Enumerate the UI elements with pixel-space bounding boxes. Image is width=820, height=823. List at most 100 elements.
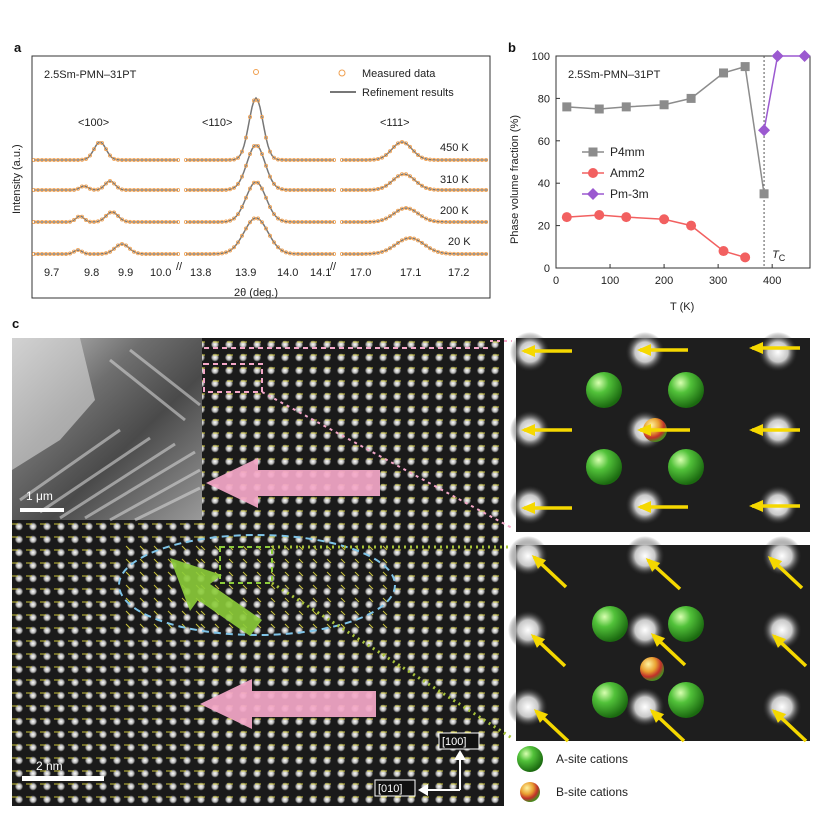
- measured-point: [211, 158, 216, 163]
- measured-point: [235, 155, 240, 160]
- measured-point: [255, 98, 260, 103]
- measured-point: [331, 251, 336, 256]
- measured-point: [359, 251, 364, 256]
- measured-point: [475, 219, 480, 224]
- a-site-cation: [592, 606, 628, 642]
- measured-point: [163, 219, 168, 224]
- panel-a-letter: a: [14, 40, 22, 55]
- data-point: [594, 104, 604, 114]
- measured-point: [279, 187, 284, 192]
- measured-point: [395, 208, 400, 213]
- measured-point: [439, 187, 444, 192]
- measured-point: [199, 251, 204, 256]
- measured-point: [331, 219, 336, 224]
- measured-point: [299, 187, 304, 192]
- measured-point: [255, 144, 260, 149]
- xtick-9-7: 9.7: [44, 267, 59, 279]
- data-point: [562, 102, 572, 112]
- measured-point: [171, 187, 176, 192]
- measured-point: [231, 185, 236, 190]
- xtick-9-8: 9.8: [84, 267, 99, 279]
- measured-point: [100, 217, 105, 222]
- measured-point: [471, 158, 476, 163]
- chart-frame: [555, 55, 811, 269]
- measured-point: [191, 251, 196, 256]
- measured-point: [467, 158, 472, 163]
- measured-point: [391, 177, 396, 182]
- refinement-curve: [34, 243, 178, 255]
- measured-point: [36, 158, 41, 163]
- measured-point: [423, 156, 428, 161]
- measured-point: [411, 149, 416, 154]
- measured-point: [72, 187, 77, 192]
- polarization-arrowhead: [771, 633, 787, 648]
- data-point: [621, 212, 632, 223]
- polarization-arrowhead: [637, 344, 651, 356]
- xtick-13-8: 13.8: [190, 267, 211, 279]
- measured-point: [447, 187, 452, 192]
- measured-point: [143, 251, 148, 256]
- xtick-9-9: 9.9: [118, 267, 133, 279]
- measured-point: [243, 226, 248, 231]
- x-tick-label: 300: [709, 275, 727, 287]
- measured-point: [451, 251, 456, 256]
- measured-point: [112, 246, 117, 251]
- measured-point: [379, 155, 384, 160]
- polarization-arrowhead: [521, 502, 535, 514]
- measured-point: [135, 219, 140, 224]
- panel-b-sample-label: 2.5Sm-PMN–31PT: [568, 69, 661, 81]
- measured-point: [235, 212, 240, 217]
- measured-point: [251, 144, 256, 149]
- polarization-arrowhead: [771, 708, 787, 723]
- measured-point: [443, 157, 448, 162]
- measured-point: [259, 115, 264, 120]
- measured-point: [247, 151, 252, 156]
- measured-point: [227, 248, 232, 253]
- measured-point: [399, 172, 404, 177]
- measured-point: [455, 187, 460, 192]
- measured-point: [171, 158, 176, 163]
- measured-point: [72, 157, 77, 162]
- axis-break-1: [178, 57, 186, 297]
- data-point: [759, 189, 769, 199]
- measured-point: [347, 157, 352, 162]
- measured-point: [219, 157, 224, 162]
- measured-point: [195, 251, 200, 256]
- measured-point: [60, 187, 65, 192]
- measured-point: [167, 187, 172, 192]
- y-tick-label: 0: [544, 263, 550, 275]
- pink-selection-box: [203, 363, 263, 393]
- measured-point: [483, 219, 488, 224]
- measured-point: [383, 183, 388, 188]
- measured-point: [151, 251, 156, 256]
- measured-point: [139, 158, 144, 163]
- measured-point: [303, 219, 308, 224]
- measured-point: [447, 251, 452, 256]
- measured-point: [379, 218, 384, 223]
- measured-point: [315, 187, 320, 192]
- measured-point: [40, 219, 45, 224]
- data-point: [758, 124, 771, 137]
- measured-point: [239, 204, 244, 209]
- measured-point: [64, 219, 69, 224]
- measured-point: [191, 219, 196, 224]
- measured-point: [195, 219, 200, 224]
- measured-point: [108, 178, 113, 183]
- xtick-17-2: 17.2: [448, 267, 469, 279]
- measured-point: [267, 174, 272, 179]
- measured-point: [451, 187, 456, 192]
- measured-point: [263, 135, 268, 140]
- measured-point: [403, 236, 408, 241]
- measured-point: [183, 219, 188, 224]
- measured-point: [227, 187, 232, 192]
- measured-point: [40, 158, 45, 163]
- measured-point: [96, 187, 101, 192]
- measured-point: [139, 219, 144, 224]
- measured-point: [223, 250, 228, 255]
- measured-point: [104, 213, 109, 218]
- polarization-arrowhead: [749, 342, 763, 354]
- measured-point: [147, 158, 152, 163]
- legend-marker: [588, 147, 598, 157]
- measured-point: [108, 210, 113, 215]
